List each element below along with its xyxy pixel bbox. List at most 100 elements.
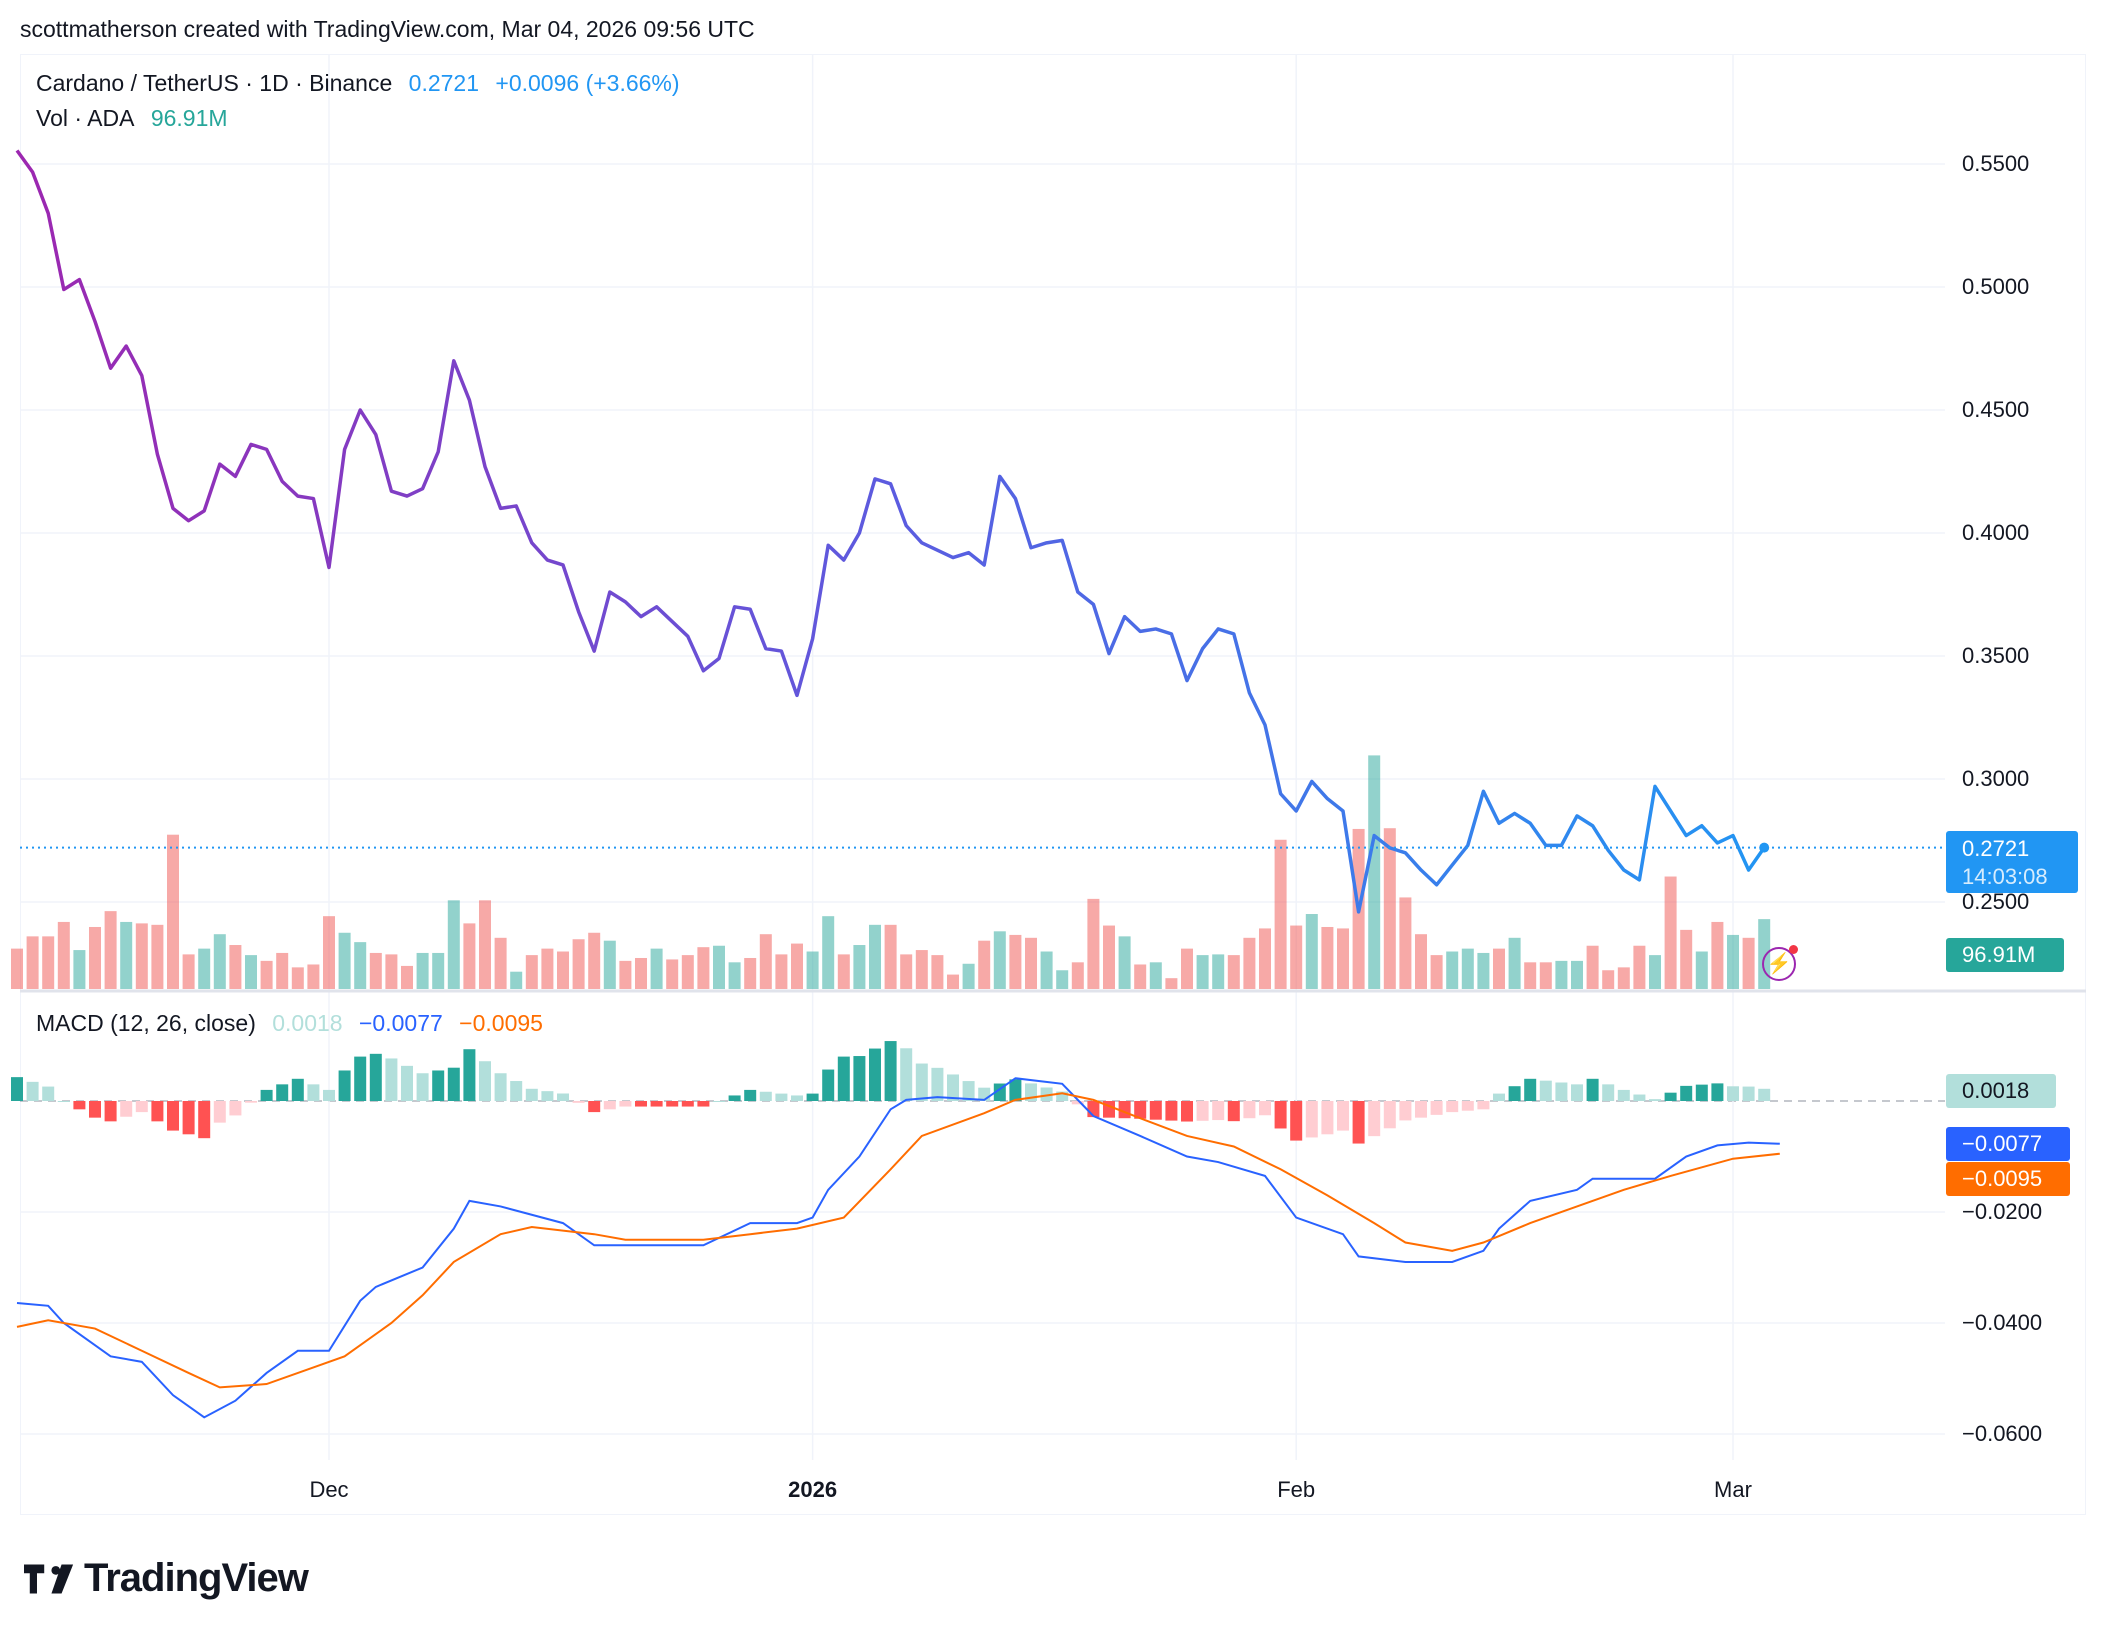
volume-bar [1337,928,1349,989]
volume-bar [1071,962,1084,989]
macd-histogram-bar [338,1070,351,1101]
volume-bar [26,936,39,989]
signal-line [16,1092,1780,1389]
macd-histogram-bar [1649,1099,1661,1101]
volume-bars [11,755,1771,989]
volume-bar [1477,952,1490,989]
price-badge-value: 0.2721 [1962,836,2030,861]
tradingview-logo[interactable]: TradingView [24,1556,309,1601]
lightning-icon[interactable]: ⚡ [1762,945,1798,981]
volume-bar [213,934,226,989]
volume-bar [463,923,476,989]
macd-histogram-bar [1695,1084,1708,1101]
volume-bar [338,932,351,989]
volume-bar [1586,945,1599,989]
volume-bar [869,924,881,989]
volume-bar [1165,978,1178,989]
macd-histogram-bar [401,1065,413,1101]
macd-histogram-bar [1430,1101,1443,1115]
volume-bar [385,954,398,989]
macd-badge: −0.0077 [1946,1127,2070,1161]
volume-bar [494,937,507,989]
volume-bar [479,900,491,989]
volume-bar [1243,937,1256,989]
macd-histogram-bar [1290,1101,1303,1141]
series-lines [15,149,1945,1419]
macd-histogram-bar [603,1101,616,1110]
symbol-title[interactable]: Cardano / TetherUS · 1D · Binance [36,70,393,96]
macd-title[interactable]: MACD (12, 26, close) [36,1010,256,1036]
macd-tick-label: −0.0400 [1962,1310,2043,1335]
volume-bar [993,931,1006,989]
volume-bar [291,967,304,989]
volume-bar [525,955,538,989]
volume-bar [1274,839,1287,989]
macd-histogram-bar [151,1101,164,1122]
macd-histogram-bar [884,1041,897,1101]
macd-histogram-bar [494,1073,507,1101]
macd-histogram-bar [510,1081,523,1101]
logo-text: TradingView [84,1556,309,1600]
volume-bar [120,921,133,989]
macd-histogram-bar [837,1056,850,1101]
macd-histogram-bar [1727,1086,1739,1101]
macd-histogram-bar [525,1088,538,1101]
volume-bar [666,959,679,989]
macd-histogram-bar [479,1061,491,1101]
volume-bar [791,943,803,989]
macd-line [16,1077,1780,1419]
macd-histogram-bar [1352,1101,1365,1144]
volume-bar [1181,948,1193,989]
time-tick-label: Dec [309,1477,349,1502]
volume-bar [1664,876,1677,989]
volume-bar [588,932,601,989]
macd-histogram-bar [1368,1101,1381,1137]
macd-legend: MACD (12, 26, close) 0.0018 −0.0077 −0.0… [36,1010,553,1037]
macd-histogram-bar [1181,1101,1193,1122]
volume-bar [11,948,23,989]
macd-histogram-bar [1383,1101,1396,1129]
macd-histogram-bar [229,1101,242,1116]
volume-bar [806,951,819,989]
time-tick-label: 2026 [788,1477,838,1502]
macd-histogram-bar [915,1063,928,1101]
volume-bar [369,952,382,989]
volume-bar [1212,954,1225,989]
volume-bar [915,950,928,989]
macd-histogram-bar [182,1101,195,1135]
macd-histogram-bar [1071,1101,1084,1105]
macd-histogram-bar [291,1078,304,1101]
last-price: 0.2721 [408,70,480,96]
macd-histogram-bar [1758,1088,1771,1101]
price-tick-label: 0.3500 [1962,643,2030,668]
macd-histogram-bar [1493,1093,1505,1101]
last-price-dot [1759,842,1770,853]
macd-histogram-bar [806,1093,819,1101]
volume-bar [1368,755,1381,989]
macd-histogram-bar [323,1089,335,1101]
macd-histogram-bar [1149,1101,1162,1120]
chart-frame [20,54,2086,1515]
volume-bar [1290,925,1303,989]
price-tick-label: 0.3000 [1962,766,2030,791]
macd-histogram-bar [1165,1101,1178,1121]
macd-tick-label: −0.0200 [1962,1199,2043,1224]
volume-bar [1009,934,1022,989]
macd-histogram-bar [588,1101,601,1113]
macd-histogram-bar [1633,1094,1646,1101]
volume-bar [1461,948,1474,989]
time-tick-label: Mar [1714,1477,1752,1502]
macd-histogram-bar [42,1086,55,1101]
macd-histogram-bar [463,1049,476,1101]
volume-bar [1508,937,1521,989]
volume-bar [557,951,569,989]
price-line [15,149,1766,914]
macd-histogram-bar [635,1101,647,1107]
macd-histogram-bar [697,1101,710,1107]
volume-bar [1321,926,1334,989]
chart-credit: scottmatherson created with TradingView.… [20,16,755,42]
volume-title[interactable]: Vol · ADA [36,105,135,131]
macd-histogram-bar [744,1089,757,1101]
macd-histogram-bar [213,1101,226,1123]
